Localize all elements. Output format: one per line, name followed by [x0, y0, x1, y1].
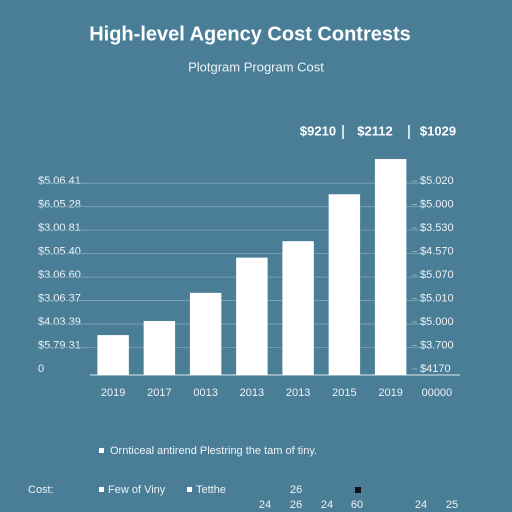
x-tick-label: 2013	[240, 387, 264, 399]
bottom-number: 26	[290, 499, 302, 511]
bar	[374, 159, 407, 375]
bar	[282, 241, 314, 375]
x-tick-label: 00000	[422, 387, 453, 399]
y2-tick-label: $5.000	[420, 316, 454, 328]
annotation: $2112	[357, 123, 392, 138]
y-tick-label: $3.06 37	[38, 292, 81, 304]
y2-tick-label: $5.000	[420, 199, 454, 211]
bottom-number: 24	[259, 499, 271, 511]
y2-tick-label: $4170	[420, 363, 451, 375]
x-tick-label: 2013	[286, 387, 310, 399]
y-tick-label: $5.79 31	[38, 339, 81, 351]
y-tick-label: $5.06 41	[38, 175, 81, 187]
y-tick-label: $5.05 40	[38, 246, 81, 258]
x-tick-label: 2015	[332, 387, 356, 399]
bullet	[99, 448, 104, 453]
y2-tick-label: $3.700	[420, 339, 454, 351]
chart-subtitle: Plotgram Program Cost	[188, 59, 324, 74]
y2-tick-label: $5.070	[420, 269, 454, 281]
y-tick-label: 0	[38, 363, 44, 375]
bar	[143, 321, 176, 375]
y-tick-label: $4.03 39	[38, 316, 81, 328]
y2-tick-label: $4.570	[420, 246, 454, 258]
footnote: Ornticeal antirend Plestring the tam of …	[110, 445, 317, 457]
bar	[328, 194, 361, 375]
y-tick-label: $6.05 28	[38, 199, 81, 211]
legend-item: Tetthe	[196, 484, 226, 496]
bar	[236, 257, 268, 375]
y2-tick-label: $5.020	[420, 175, 454, 187]
y2-tick-label: $5.010	[420, 292, 454, 304]
legend-swatch	[355, 487, 361, 493]
x-tick-label: 2019	[101, 387, 125, 399]
chart-title: High-level Agency Cost Contrests	[89, 23, 411, 45]
bottom-number: 24	[415, 499, 427, 511]
legend-item: Cost:	[28, 484, 54, 496]
y-tick-label: $3.00 81	[38, 222, 81, 234]
bar	[189, 292, 222, 375]
bar	[97, 335, 129, 375]
legend-item: Few of Viny	[108, 484, 166, 496]
legend-swatch	[99, 487, 104, 492]
x-tick-label: 2017	[147, 387, 171, 399]
legend-swatch	[187, 487, 192, 492]
bottom-number: 24	[321, 499, 333, 511]
annotation: $1029	[420, 123, 456, 138]
y-tick-label: $3.06 60	[38, 269, 81, 281]
x-tick-label: 0013	[193, 387, 217, 399]
legend-item: 26	[290, 484, 302, 496]
bottom-number: 25	[446, 499, 458, 511]
annotation: $9210	[300, 123, 336, 138]
y2-tick-label: $3.530	[420, 222, 454, 234]
bottom-number: 60	[351, 499, 363, 511]
x-tick-label: 2019	[378, 387, 402, 399]
